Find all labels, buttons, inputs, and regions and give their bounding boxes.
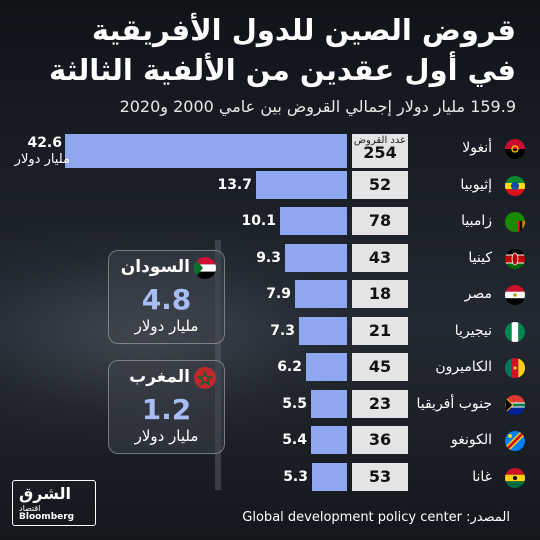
country-label: غانا [472, 469, 492, 485]
kenya-flag-icon [505, 249, 525, 269]
value-label: 5.5 [282, 396, 307, 412]
loan-count: 52 [352, 171, 408, 199]
loan-count: 18 [352, 280, 408, 308]
bar [311, 426, 347, 454]
nigeria-flag-icon [505, 322, 525, 342]
bar [295, 280, 347, 308]
value-label: 9.3 [256, 250, 281, 266]
sudan-name: السودان [120, 257, 190, 277]
value-label: 7.3 [270, 323, 295, 339]
chart-subtitle: 159.9 مليار دولار إجمالي القروض بين عامي… [119, 97, 516, 116]
value-label: 7.9 [266, 286, 291, 302]
loan-count: 78 [352, 207, 408, 235]
loan-count: 254 [352, 134, 408, 168]
bar [256, 171, 347, 199]
chart-title: قروض الصين للدول الأفريقية في أول عقدين … [49, 10, 516, 90]
country-label: جنوب أفريقيا [416, 396, 492, 412]
morocco-unit: مليار دولار [134, 427, 199, 445]
bar [285, 244, 347, 272]
sudan-flag-icon [194, 257, 216, 279]
value-label: 42.6 [27, 135, 62, 151]
country-label: إثيوبيا [460, 177, 492, 193]
morocco-flag-icon [194, 367, 216, 389]
sudan-callout: السودان 4.8 مليار دولار [108, 250, 225, 344]
logo-name: الشرق [19, 484, 72, 503]
value-label: 10.1 [241, 213, 276, 229]
value-unit-label: مليار دولار [14, 152, 70, 167]
bar [312, 463, 347, 491]
bar [280, 207, 347, 235]
bar [306, 353, 347, 381]
bar [311, 390, 347, 418]
angola-flag-icon [505, 139, 525, 159]
loan-count-header: عدد القروض [353, 135, 407, 146]
loan-count: 36 [352, 426, 408, 454]
country-label: الكونغو [450, 432, 492, 448]
source-note: المصدر: Global development policy center [242, 510, 510, 525]
loan-count: 53 [352, 463, 408, 491]
value-label: 5.4 [282, 432, 307, 448]
value-label: 5.3 [283, 469, 308, 485]
loan-count: 45 [352, 353, 408, 381]
value-label: 13.7 [217, 177, 252, 193]
logo-sub: اقتصاد [19, 504, 41, 513]
loan-count: 23 [352, 390, 408, 418]
bar [299, 317, 347, 345]
ghana-flag-icon [505, 468, 525, 488]
congo-flag-icon [505, 431, 525, 451]
title-line-1: قروض الصين للدول الأفريقية [91, 13, 516, 47]
cameroon-flag-icon [505, 358, 525, 378]
country-label: زامبيا [461, 213, 492, 229]
title-line-2: في أول عقدين من الألفية الثالثة [48, 53, 516, 87]
south-africa-flag-icon [505, 395, 525, 415]
country-label: كينيا [468, 250, 492, 266]
ethiopia-flag-icon [505, 176, 525, 196]
sudan-unit: مليار دولار [134, 317, 199, 335]
sudan-amount: 4.8 [141, 283, 192, 316]
morocco-name: المغرب [129, 367, 190, 387]
egypt-flag-icon [505, 285, 525, 305]
country-label: أنغولا [462, 140, 492, 156]
country-label: الكاميرون [435, 359, 492, 375]
morocco-amount: 1.2 [141, 393, 192, 426]
logo-brand: Bloomberg [19, 512, 75, 522]
loan-count: 43 [352, 244, 408, 272]
zambia-flag-icon [505, 212, 525, 232]
bar [65, 134, 347, 168]
value-label: 6.2 [277, 359, 302, 375]
morocco-callout: المغرب 1.2 مليار دولار [108, 360, 225, 454]
asharq-bloomberg-logo: الشرق اقتصاد Bloomberg [12, 480, 96, 526]
country-label: نيجيريا [454, 323, 492, 339]
loan-count: 21 [352, 317, 408, 345]
country-label: مصر [464, 286, 492, 302]
